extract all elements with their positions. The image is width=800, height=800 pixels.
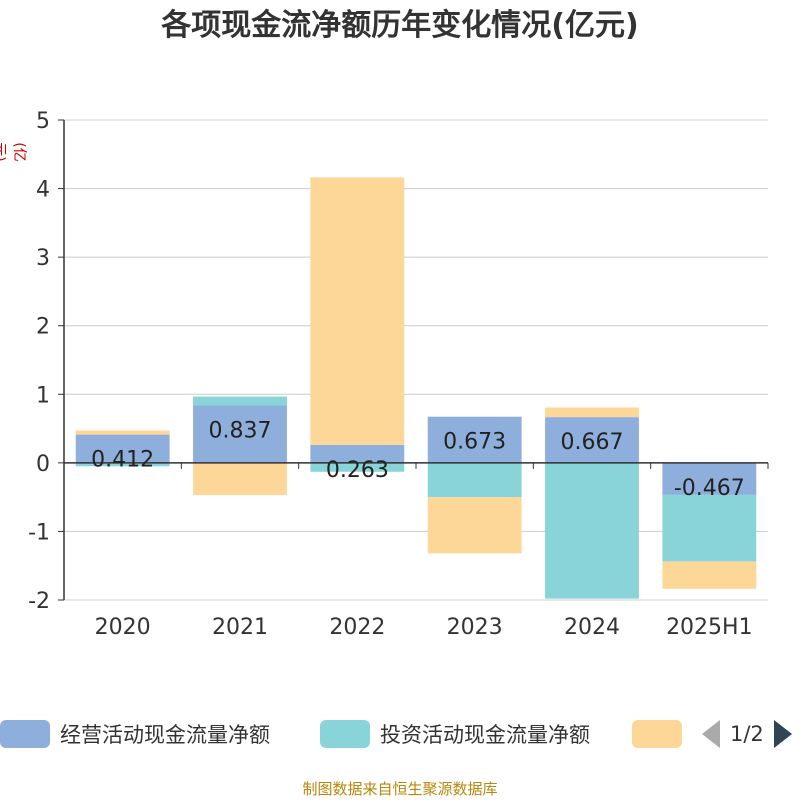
bar-series3-2022 (310, 177, 405, 445)
bar-series3-2024 (545, 407, 639, 418)
bar-group (75, 177, 757, 599)
legend-swatch-financing (632, 720, 682, 748)
x-tick-label: 2021 (212, 615, 268, 640)
bar-series2-2021 (193, 396, 287, 406)
y-tick-label: 3 (36, 246, 50, 271)
legend-swatch-investing (320, 720, 370, 748)
y-tick-label: 0 (36, 452, 50, 477)
bar-series1-2025H1 (662, 462, 757, 495)
data-label-2022: 0.263 (326, 458, 389, 483)
prev-page-icon[interactable] (702, 720, 720, 748)
data-labels: 0.412 0.837 0.263 0.673 0.667 -0.467 (91, 418, 745, 500)
data-source-note: 制图数据来自恒生聚源数据库 (302, 780, 498, 798)
data-label-2021: 0.837 (209, 418, 272, 443)
bar-series1-2024 (545, 417, 639, 463)
bar-series1-2021 (193, 405, 287, 463)
y-tick-label: 5 (36, 109, 50, 134)
x-tick-label: 2024 (564, 615, 620, 640)
bar-series3-2025H1 (662, 561, 757, 589)
x-tick-label: 2020 (95, 615, 151, 640)
legend-item-investing[interactable]: 投资活动现金流量净额 (320, 716, 590, 752)
chart-title: 各项现金流净额历年变化情况(亿元) (161, 8, 639, 43)
bar-series1-2023 (427, 416, 522, 463)
x-tick-label: 2025H1 (666, 615, 753, 640)
y-tick-label: 1 (36, 383, 50, 408)
x-tick-label: 2022 (329, 615, 385, 640)
legend-label-investing: 投资活动现金流量净额 (380, 723, 590, 747)
data-label-2023: 0.673 (443, 430, 506, 455)
y-tick-label: 4 (36, 178, 50, 203)
chart-canvas: 5 4 3 2 1 0 -1 -2 2020 2021 2022 2023 2024 2025H1 0.4… (28, 109, 769, 640)
bar-series2-2020 (75, 462, 170, 467)
legend-item-operating[interactable]: 经营活动现金流量净额 (0, 716, 270, 752)
data-label-2020: 0.412 (91, 448, 154, 473)
bar-series2-2025H1 (662, 494, 757, 562)
bar-series1-2020 (75, 434, 170, 463)
bar-series2-2022 (310, 462, 405, 472)
legend-item-financing[interactable] (632, 716, 692, 752)
bar-series3-2021 (193, 462, 287, 496)
bar-series2-2024 (545, 462, 639, 599)
bar-series2-2023 (427, 462, 522, 498)
bar-series1-2022 (310, 444, 405, 463)
y-tick-label: -1 (28, 520, 50, 545)
axes: 5 4 3 2 1 0 -1 -2 2020 2021 2022 2023 2024 2025H1 (28, 109, 769, 640)
legend-page-indicator: 1/2 (730, 722, 764, 746)
y-tick-label: 2 (36, 315, 50, 340)
next-page-icon[interactable] (773, 720, 792, 748)
legend: 经营活动现金流量净额 投资活动现金流量净额 1/2 (0, 716, 800, 752)
legend-pager: 1/2 (702, 716, 792, 752)
data-label-2024: 0.667 (561, 430, 624, 455)
legend-label-operating: 经营活动现金流量净额 (60, 723, 270, 747)
data-label-2025H1: -0.467 (674, 476, 745, 501)
legend-swatch-operating (0, 720, 50, 748)
bar-series3-2020 (75, 430, 170, 435)
y-tick-label: -2 (28, 589, 50, 614)
x-tick-label: 2023 (447, 615, 503, 640)
bar-series3-2023 (427, 497, 522, 554)
